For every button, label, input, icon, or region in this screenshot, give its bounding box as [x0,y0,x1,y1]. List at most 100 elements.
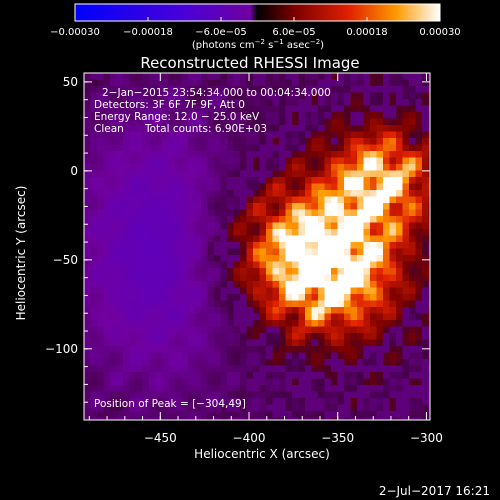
heatmap-cell [175,268,182,275]
heatmap-cell [129,79,137,87]
heatmap-cell [259,281,267,288]
heatmap-cell [103,307,111,314]
heatmap-cell [123,417,130,420]
heatmap-cell [428,372,430,379]
heatmap-cell [422,190,429,197]
heatmap-cell [298,326,306,334]
heatmap-cell [383,131,390,139]
heatmap-cell [142,307,150,314]
heatmap-cell [279,92,286,100]
heatmap-cell [149,287,156,295]
heatmap-cell [415,398,423,405]
heatmap-cell [90,144,98,152]
heatmap-cell [402,255,410,262]
heatmap-cell [233,138,241,145]
heatmap-cell [136,359,143,366]
heatmap-cell [84,222,91,230]
heatmap-cell [311,229,319,236]
heatmap-cell [175,411,182,418]
heatmap-cell [220,73,228,80]
heatmap-cell [422,359,429,366]
heatmap-cell [331,209,338,217]
heatmap-cell [194,190,202,197]
heatmap-cell [136,118,143,126]
heatmap-cell [246,385,254,392]
heatmap-cell [344,346,351,353]
heatmap-cell [162,294,169,301]
heatmap-cell [279,261,286,269]
heatmap-cell [292,346,299,353]
heatmap-cell [240,398,247,405]
heatmap-cell [84,255,91,262]
heatmap-cell [305,294,312,301]
heatmap-cell [136,112,143,119]
heatmap-cell [149,274,156,282]
heatmap-cell [324,398,332,405]
heatmap-cell [337,365,345,373]
heatmap-cell [409,385,416,392]
heatmap-cell [129,164,137,171]
heatmap-cell [305,86,312,93]
heatmap-cell [389,131,397,139]
heatmap-cell [227,391,234,399]
heatmap-cell [376,99,384,106]
heatmap-cell [123,170,130,178]
heatmap-cell [168,170,176,178]
heatmap-cell [220,92,228,100]
heatmap-cell [181,287,189,295]
heatmap-cell [357,411,364,418]
heatmap-cell [409,177,416,184]
heatmap-cell [253,183,260,191]
heatmap-cell [201,86,208,93]
heatmap-cell [214,190,221,197]
heatmap-cell [415,378,423,386]
heatmap-cell [103,131,111,139]
heatmap-cell [350,196,358,204]
heatmap-cell [396,203,403,210]
heatmap-cell [279,372,286,379]
heatmap-cell [285,92,293,100]
heatmap-cell [370,196,377,204]
heatmap-cell [207,268,215,275]
heatmap-cell [155,391,163,399]
heatmap-cell [246,359,254,366]
heatmap-cell [396,398,403,405]
heatmap-cell [298,222,306,230]
heatmap-cell [155,404,163,412]
heatmap-cell [285,300,293,308]
heatmap-cell [253,391,260,399]
heatmap-cell [175,79,182,87]
heatmap-cell [331,365,338,373]
heatmap-cell [90,209,98,217]
heatmap-cell [259,326,267,334]
heatmap-cell [331,190,338,197]
heatmap-cell [428,86,430,93]
heatmap-cell [259,398,267,405]
heatmap-cell [363,391,371,399]
heatmap-cell [136,378,143,386]
heatmap-cell [214,404,221,412]
heatmap-cell [324,242,332,249]
heatmap-cell [259,359,267,366]
heatmap-cell [207,417,215,420]
heatmap-cell [370,313,377,321]
heatmap-cell [110,294,117,301]
heatmap-cell [324,157,332,165]
colorbar-ticks: −0.00030 −0.00018 −6.0e−05 6.0e−05 0.00018 0.… [50,17,461,38]
heatmap-cell [396,125,403,132]
heatmap-cell [357,385,364,392]
heatmap-cell [84,365,91,373]
heatmap-cell [305,164,312,171]
heatmap-cell [415,294,423,301]
heatmap-cell [279,326,286,334]
heatmap-cell [415,417,423,420]
heatmap-cell [279,125,286,132]
heatmap-cell [318,365,325,373]
heatmap-cell [103,209,111,217]
heatmap-cell [298,203,306,210]
heatmap-cell [331,287,338,295]
heatmap-cell [357,112,364,119]
heatmap-cell [402,346,410,353]
heatmap-cell [233,112,241,119]
heatmap-cell [194,164,202,171]
